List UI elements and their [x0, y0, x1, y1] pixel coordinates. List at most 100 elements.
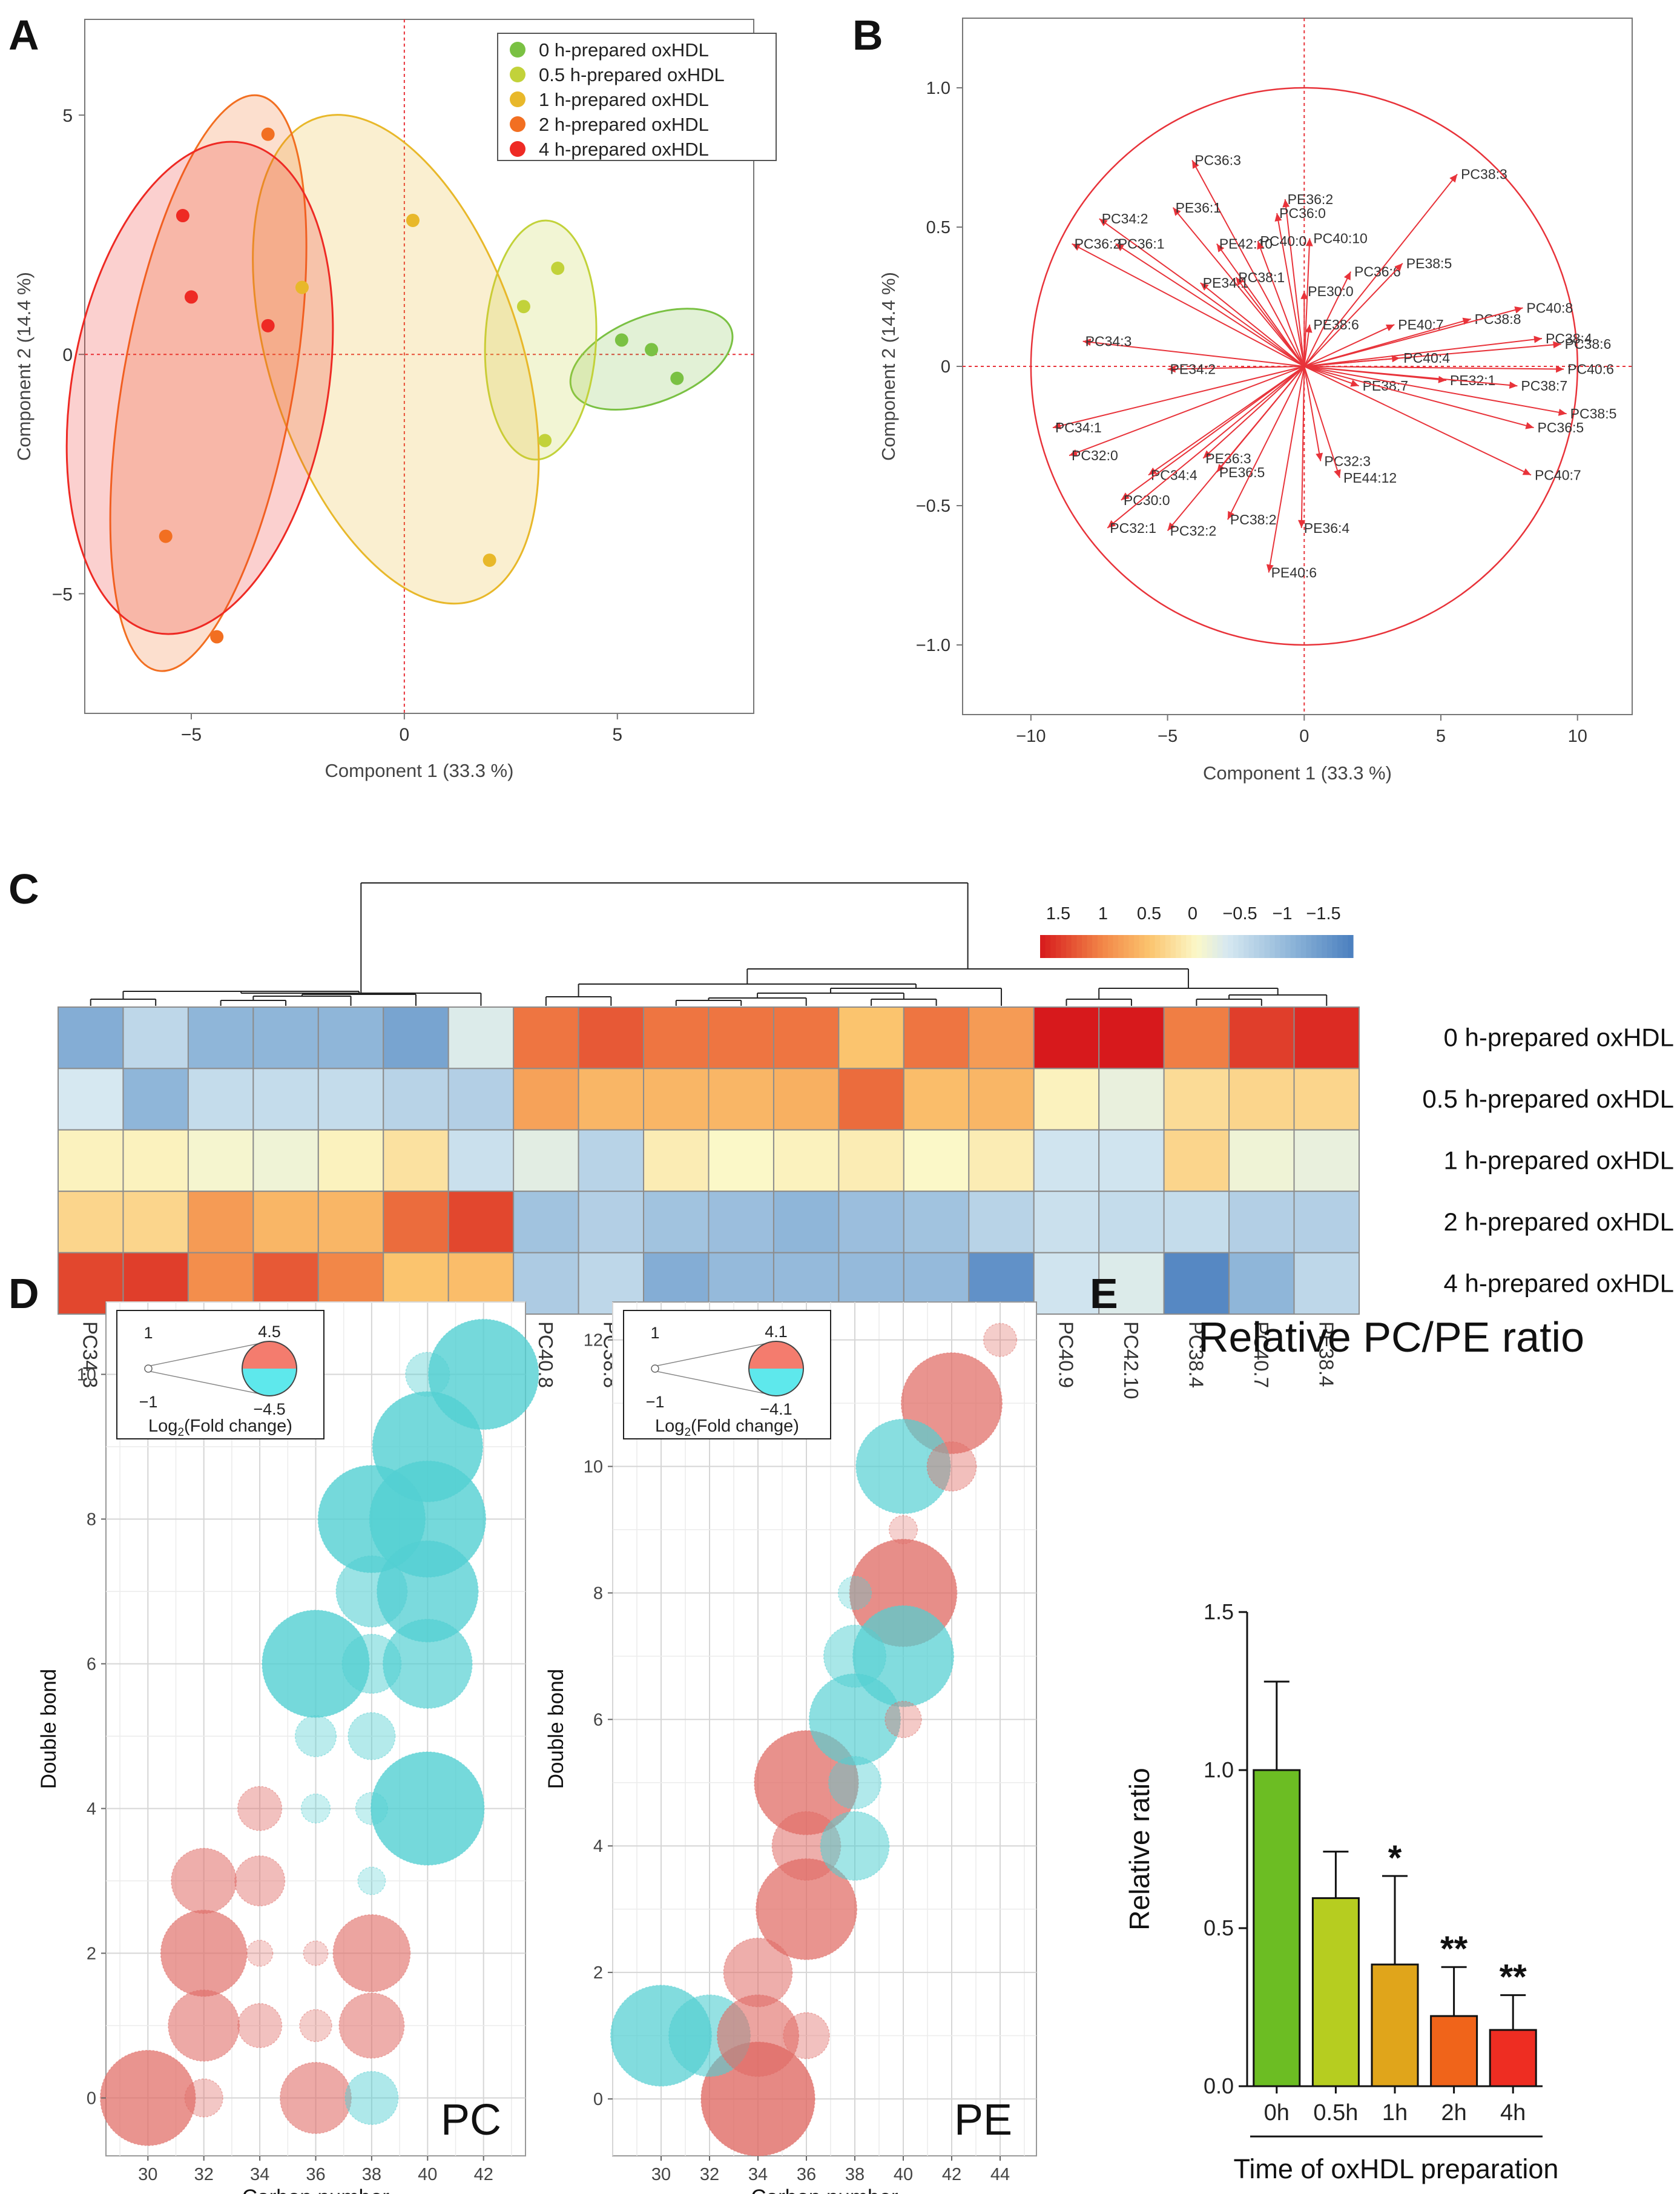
legend-connector	[148, 1370, 270, 1396]
heatmap-cell	[317, 1191, 384, 1254]
legend-marker	[510, 141, 525, 157]
data-point	[261, 319, 275, 332]
panel-e: Relative PC/PE ratio 0.0 0.5 1.0 1.5 Relative…	[1124, 1313, 1584, 2184]
color-key-label: 0	[1188, 904, 1197, 924]
x-tick-label: 1h	[1382, 2100, 1408, 2126]
legend-label: 1 h-prepared oxHDL	[539, 89, 709, 110]
arrow-head	[1300, 291, 1308, 299]
data-point	[483, 553, 496, 567]
y-tick-label: 0.5	[1204, 1915, 1234, 1940]
data-point	[516, 300, 530, 314]
color-key-label: −1	[1272, 904, 1292, 924]
color-key-swatch	[1061, 935, 1067, 958]
heatmap-cell	[1033, 1252, 1100, 1315]
loading-arrow	[1216, 243, 1305, 367]
x-tick-label: 42	[942, 2165, 961, 2184]
color-key-swatch	[1264, 935, 1270, 958]
loading-label: PC34:4	[1151, 467, 1197, 483]
heatmap-cell	[838, 1068, 904, 1131]
y-tick-label: 5	[62, 106, 73, 126]
arrow-head	[1391, 355, 1400, 363]
data-point	[645, 343, 659, 357]
loading-arrow	[1148, 366, 1305, 476]
heatmap-cell	[58, 1129, 124, 1192]
color-key-swatch	[1176, 935, 1182, 958]
heatmap-cell	[838, 1191, 904, 1254]
color-key-swatch	[1296, 935, 1302, 958]
color-key-swatch	[1113, 935, 1119, 958]
heatmap-cell	[903, 1129, 970, 1192]
heatmap-cell	[1163, 1191, 1230, 1254]
bubble	[280, 2061, 352, 2134]
color-key-swatch	[1097, 935, 1103, 958]
heatmap-cell	[1033, 1068, 1100, 1131]
color-key-swatch	[1332, 935, 1338, 958]
arrow-head	[1148, 468, 1158, 475]
loading-label: PC36:1	[1118, 236, 1165, 252]
loading-arrow	[1099, 218, 1305, 367]
bubble	[357, 1866, 386, 1895]
loading-arrow	[1235, 277, 1305, 367]
row-label: 0.5 h-prepared oxHDL	[1422, 1085, 1674, 1113]
data-point	[159, 529, 173, 543]
data-point	[176, 209, 189, 223]
y-tick-label: 8	[593, 1584, 603, 1603]
column-label: PE38.4	[1315, 1321, 1337, 1387]
legend-caption: Log2(Fold change)	[655, 1416, 799, 1439]
heatmap-cell	[643, 1006, 710, 1069]
heatmap-cell	[122, 1129, 189, 1192]
legend-min-label: −1	[646, 1393, 665, 1411]
heatmap-cell	[252, 1129, 319, 1192]
loading-label: PC34:3	[1085, 334, 1132, 349]
color-key-swatch	[1045, 935, 1051, 958]
confidence-ellipse	[109, 94, 308, 672]
confidence-ellipse	[484, 219, 598, 461]
color-key-swatch	[1285, 935, 1291, 958]
arrow-head	[1121, 492, 1130, 500]
heatmap-cell	[122, 1068, 189, 1131]
heatmap-cell	[578, 1252, 645, 1315]
row-label: 1 h-prepared oxHDL	[1443, 1146, 1674, 1175]
heatmap-cell	[643, 1068, 710, 1131]
significance-marker: **	[1500, 1958, 1527, 1997]
heatmap-cell	[447, 1191, 515, 1254]
heatmap-cell	[252, 1006, 319, 1069]
x-tick-label: 40	[894, 2165, 913, 2184]
arrow-head	[1514, 306, 1523, 314]
arrow-head	[1115, 243, 1124, 251]
color-key-swatch	[1139, 935, 1145, 958]
color-key-swatch	[1326, 935, 1333, 958]
arrow-head	[1274, 213, 1282, 222]
confidence-ellipse	[569, 308, 734, 411]
loading-label: PC32:1	[1110, 520, 1156, 536]
loading-label: PE36:4	[1304, 520, 1350, 536]
heatmap-cell	[838, 1006, 904, 1069]
heatmap-cell	[903, 1191, 970, 1254]
heatmap-cell	[772, 1006, 840, 1069]
caption-main: Log	[148, 1416, 177, 1436]
column-label: PC40.7	[1250, 1321, 1273, 1388]
x-tick-label: −5	[1158, 727, 1178, 746]
x-tick-label: 4h	[1500, 2100, 1526, 2126]
legend-pos-label: 4.1	[765, 1323, 788, 1341]
color-key-swatch	[1238, 935, 1244, 958]
heatmap-cell	[643, 1129, 710, 1192]
legend-neg-label: −4.5	[253, 1400, 285, 1418]
color-key-swatch	[1290, 935, 1296, 958]
caption-main: Log	[655, 1416, 684, 1436]
plot-frame	[84, 19, 754, 714]
bubble	[184, 2078, 223, 2118]
confidence-ellipse	[65, 140, 334, 635]
color-key-swatch	[1259, 935, 1265, 958]
heatmap-cell	[122, 1191, 189, 1254]
loading-arrow	[1303, 366, 1532, 476]
heatmap-cell	[1033, 1191, 1100, 1254]
panel-a: −5 0 5 −5 0 5 Component 1 (33.3 %) Component 2 …	[13, 19, 777, 781]
panel-c: 0 h-prepared oxHDL 0.5 h-prepared oxHDL 1 …	[58, 882, 1674, 1399]
data-point	[210, 630, 224, 644]
loading-arrow	[1304, 366, 1564, 370]
subplot-title: PC	[441, 2096, 501, 2144]
loading-arrow	[1268, 366, 1305, 573]
heatmap-cell	[383, 1068, 449, 1131]
color-key-swatch	[1160, 935, 1166, 958]
